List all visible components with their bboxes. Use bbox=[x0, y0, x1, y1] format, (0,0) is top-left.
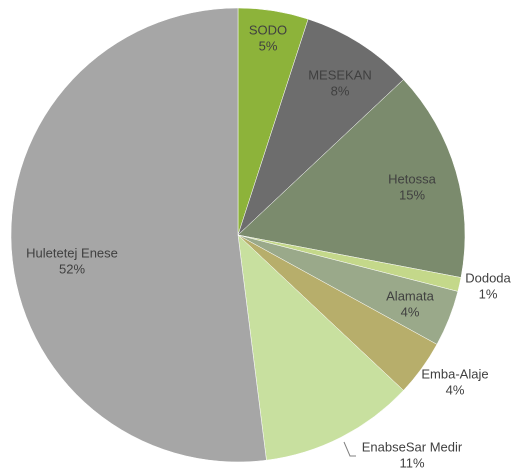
slice-label: MESEKAN bbox=[308, 67, 372, 82]
slice-label: Dododa bbox=[465, 270, 511, 285]
slice-label: Alamata bbox=[386, 288, 434, 303]
pie-slice bbox=[237, 18, 404, 236]
slice-value-label: 8% bbox=[331, 83, 350, 98]
slice-value-label: 4% bbox=[446, 382, 465, 397]
slice-value-label: 11% bbox=[399, 455, 424, 470]
slice-value-label: 4% bbox=[401, 304, 420, 319]
slice-label: SODO bbox=[249, 22, 287, 37]
slice-value-label: 52% bbox=[59, 261, 85, 276]
pie-slice bbox=[10, 7, 267, 463]
slice-label: Hetossa bbox=[388, 171, 436, 186]
slice-value-label: 1% bbox=[479, 286, 498, 301]
leader-line bbox=[343, 441, 356, 457]
pie-slice bbox=[237, 234, 404, 461]
slice-label: Huletetej Enese bbox=[26, 245, 118, 260]
slice-value-label: 15% bbox=[399, 187, 425, 202]
slice-label: Emba-Alaje bbox=[421, 366, 488, 381]
pie-slice bbox=[237, 79, 466, 278]
slice-value-label: 5% bbox=[259, 38, 278, 53]
slice-label: EnabseSar Medir bbox=[362, 439, 463, 454]
